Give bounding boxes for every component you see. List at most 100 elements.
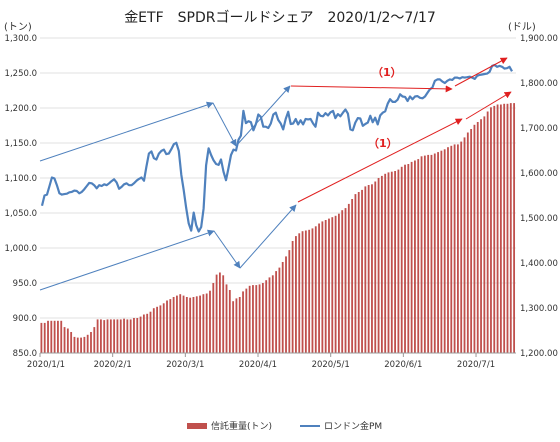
bar (496, 104, 499, 353)
bar (195, 296, 198, 353)
annotation-lower: （1） (368, 137, 398, 150)
x-tick-label: 2020/2/1 (94, 360, 132, 370)
right-tick-label: 1,600.00 (520, 169, 558, 179)
bar (83, 336, 86, 353)
bar (212, 283, 215, 353)
bar (126, 319, 129, 353)
bar (129, 319, 132, 353)
right-tick-label: 1,800.00 (520, 79, 558, 89)
bar (103, 320, 106, 353)
bar (268, 277, 271, 353)
blue-arrow-2 (212, 102, 237, 147)
bar (228, 290, 231, 353)
bar (390, 171, 393, 353)
bar (347, 203, 350, 353)
bar (245, 288, 248, 353)
bar (506, 103, 509, 353)
bar (337, 213, 340, 353)
bar (166, 300, 168, 353)
bar (218, 272, 221, 353)
annotation-upper: （1） (372, 66, 402, 79)
bar (288, 250, 291, 353)
right-tick-label: 1,500.00 (520, 214, 558, 224)
legend-label-line: ロンドン金PM (324, 420, 382, 432)
right-tick-label: 1,400.00 (520, 259, 558, 269)
bar (486, 111, 489, 353)
blue-arrow-5 (213, 230, 241, 269)
bar (397, 169, 400, 353)
bar (80, 337, 82, 353)
bar (258, 284, 261, 353)
bar (311, 228, 314, 353)
x-tick-label: 2020/7/1 (457, 360, 495, 370)
bar (47, 320, 49, 353)
right-tick-label: 1,900.00 (520, 34, 558, 44)
bar (43, 322, 46, 353)
bar (351, 199, 354, 353)
left-tick-label: 950.0 (13, 279, 37, 289)
bar (40, 322, 43, 353)
bar (324, 220, 327, 353)
bar (60, 320, 63, 353)
bar (261, 283, 264, 353)
left-tick-label: 1,200.0 (5, 104, 37, 114)
bar (453, 144, 456, 353)
legend-label-bar: 信託重量(トン) (211, 420, 272, 432)
left-tick-label: 1,000.0 (5, 244, 37, 254)
bar (192, 297, 195, 353)
bar (96, 319, 99, 353)
bar (119, 319, 122, 353)
bar (433, 153, 436, 353)
bar (321, 221, 324, 353)
bar (189, 297, 192, 353)
bar (93, 327, 96, 353)
bar (238, 297, 241, 353)
bar (156, 306, 159, 353)
red-arrow-4 (465, 91, 512, 120)
bar (255, 285, 258, 353)
bar (232, 301, 235, 353)
bar (86, 334, 89, 353)
bar (437, 152, 439, 353)
bar (222, 275, 225, 353)
left-tick-label: 1,100.0 (5, 174, 37, 184)
bar (172, 297, 175, 353)
chart-title: 金ETF SPDRゴールドシェア 2020/1/2～7/17 (124, 9, 436, 26)
bar (344, 208, 347, 353)
left-tick-label: 1,050.0 (5, 209, 37, 219)
blue-arrow-4 (39, 229, 215, 291)
bar (443, 149, 446, 353)
bar (466, 132, 469, 353)
bar (394, 171, 397, 353)
bar (427, 154, 430, 353)
left-tick-label: 850.0 (13, 349, 37, 359)
x-tick-label: 2020/1/1 (27, 360, 65, 370)
bar (407, 164, 410, 353)
line-path (40, 63, 513, 233)
bar (450, 145, 453, 353)
bar (291, 241, 294, 353)
bar (142, 314, 145, 353)
bar (275, 271, 278, 353)
bar (334, 215, 337, 353)
red-arrow-1 (290, 85, 453, 93)
blue-arrow-6 (239, 204, 297, 269)
bar (423, 155, 426, 353)
bar (301, 231, 304, 353)
bar (490, 107, 492, 353)
bar (357, 192, 360, 353)
right-tick-label: 1,200.00 (520, 349, 558, 359)
x-tick-label: 2020/4/1 (239, 360, 277, 370)
bar (162, 303, 165, 353)
bar (414, 160, 416, 353)
bar (440, 150, 443, 353)
bar (199, 295, 201, 353)
red-arrow-3 (297, 118, 463, 203)
legend: 信託重量(トン) ロンドン金PM (187, 420, 382, 432)
red-arrow-2 (454, 57, 508, 87)
blue-arrow-3 (235, 85, 291, 147)
bar (380, 175, 383, 353)
bar (73, 336, 76, 353)
bar (404, 164, 406, 353)
bar (90, 332, 92, 353)
